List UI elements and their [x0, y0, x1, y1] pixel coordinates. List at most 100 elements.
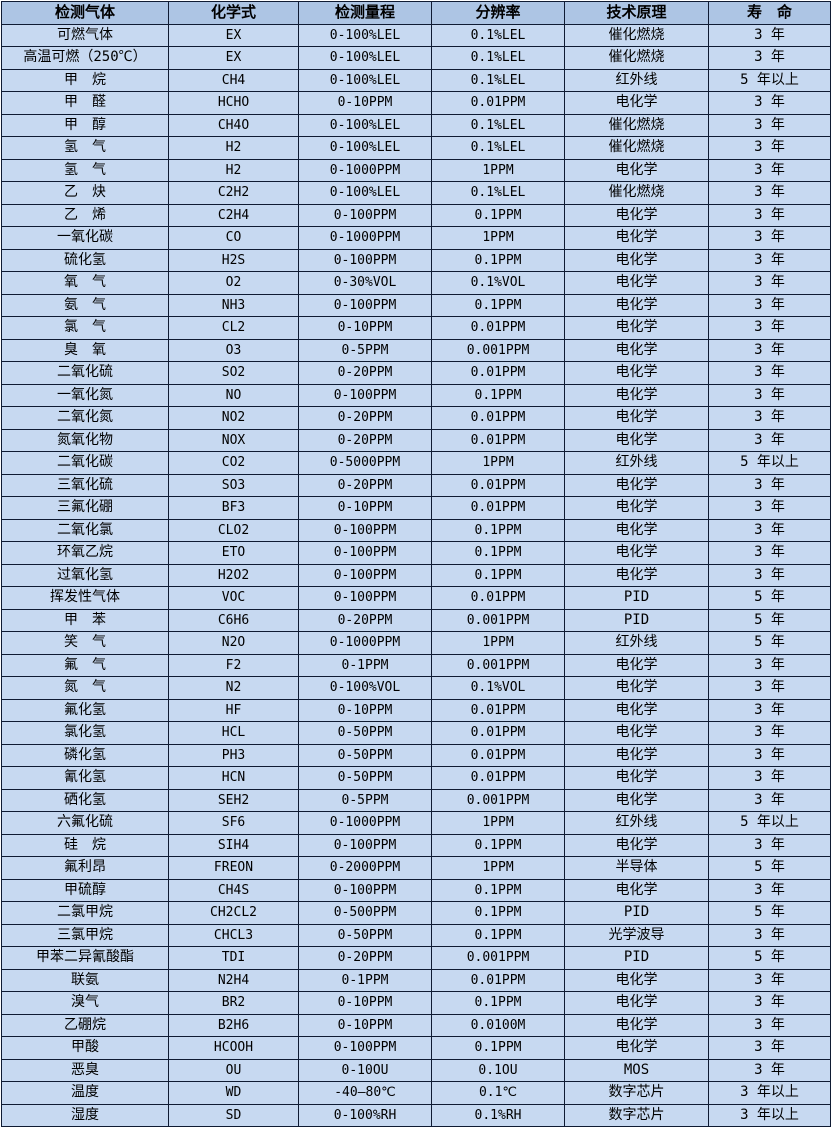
- table-row: 一氧化氮 NO 0-100PPM 0.1PPM 电化学 3 年: [1, 383, 831, 407]
- cell-lifespan: 5 年: [708, 856, 831, 880]
- cell-chemical-formula: HCL: [168, 721, 299, 745]
- cell-resolution: 0.1%LEL: [431, 68, 565, 92]
- cell-lifespan: 3 年: [708, 721, 831, 745]
- cell-gas-name: 甲 醇: [1, 113, 169, 137]
- cell-resolution: 1PPM: [431, 451, 565, 475]
- cell-technology-principle: 电化学: [564, 91, 709, 115]
- cell-technology-principle: PID: [564, 608, 709, 632]
- cell-technology-principle: 电化学: [564, 676, 709, 700]
- cell-gas-name: 氯 气: [1, 316, 169, 340]
- cell-technology-principle: 电化学: [564, 428, 709, 452]
- cell-technology-principle: 光学波导: [564, 923, 709, 947]
- cell-detection-range: 0-100%LEL: [298, 23, 432, 47]
- cell-chemical-formula: H2: [168, 158, 299, 182]
- cell-detection-range: 0-10PPM: [298, 316, 432, 340]
- cell-chemical-formula: PH3: [168, 743, 299, 767]
- cell-technology-principle: 数字芯片: [564, 1081, 709, 1105]
- cell-chemical-formula: CLO2: [168, 518, 299, 542]
- cell-resolution: 0.1PPM: [431, 203, 565, 227]
- cell-lifespan: 3 年: [708, 361, 831, 385]
- cell-chemical-formula: NH3: [168, 293, 299, 317]
- cell-detection-range: 0-100PPM: [298, 878, 432, 902]
- cell-chemical-formula: H2: [168, 136, 299, 160]
- cell-gas-name: 甲硫醇: [1, 878, 169, 902]
- cell-technology-principle: 电化学: [564, 991, 709, 1015]
- cell-gas-name: 甲酸: [1, 1036, 169, 1060]
- cell-gas-name: 硅 烷: [1, 833, 169, 857]
- cell-resolution: 0.01PPM: [431, 496, 565, 520]
- cell-chemical-formula: EX: [168, 23, 299, 47]
- cell-lifespan: 3 年: [708, 203, 831, 227]
- cell-technology-principle: 电化学: [564, 293, 709, 317]
- cell-gas-name: 氢 气: [1, 136, 169, 160]
- cell-technology-principle: 电化学: [564, 316, 709, 340]
- cell-resolution: 0.001PPM: [431, 946, 565, 970]
- table-row: 二氧化氯 CLO2 0-100PPM 0.1PPM 电化学 3 年: [1, 518, 831, 542]
- cell-chemical-formula: NO2: [168, 406, 299, 430]
- cell-chemical-formula: SO2: [168, 361, 299, 385]
- cell-detection-range: 0-20PPM: [298, 406, 432, 430]
- table-row: 二氧化氮 NO2 0-20PPM 0.01PPM 电化学 3 年: [1, 406, 831, 430]
- cell-detection-range: 0-100%LEL: [298, 113, 432, 137]
- cell-detection-range: 0-50PPM: [298, 766, 432, 790]
- cell-detection-range: 0-1PPM: [298, 653, 432, 677]
- table-row: 甲 醇 CH4O 0-100%LEL 0.1%LEL 催化燃烧 3 年: [1, 113, 831, 137]
- cell-resolution: 0.001PPM: [431, 653, 565, 677]
- cell-chemical-formula: ETO: [168, 541, 299, 565]
- table-row: 高温可燃（250℃） EX 0-100%LEL 0.1%LEL 催化燃烧 3 年: [1, 46, 831, 70]
- cell-chemical-formula: B2H6: [168, 1013, 299, 1037]
- cell-chemical-formula: HCHO: [168, 91, 299, 115]
- cell-technology-principle: PID: [564, 946, 709, 970]
- cell-technology-principle: 电化学: [564, 338, 709, 362]
- cell-gas-name: 硒化氢: [1, 788, 169, 812]
- cell-chemical-formula: BF3: [168, 496, 299, 520]
- cell-lifespan: 5 年以上: [708, 451, 831, 475]
- cell-technology-principle: 电化学: [564, 158, 709, 182]
- cell-resolution: 0.1%VOL: [431, 676, 565, 700]
- table-row: 甲硫醇 CH4S 0-100PPM 0.1PPM 电化学 3 年: [1, 878, 831, 902]
- cell-lifespan: 3 年: [708, 293, 831, 317]
- cell-chemical-formula: FREON: [168, 856, 299, 880]
- cell-resolution: 0.01PPM: [431, 406, 565, 430]
- cell-resolution: 0.01PPM: [431, 316, 565, 340]
- cell-technology-principle: 电化学: [564, 721, 709, 745]
- cell-chemical-formula: CH4O: [168, 113, 299, 137]
- table-header: 检测气体 化学式 检测量程 分辨率 技术原理 寿 命: [1, 1, 831, 25]
- cell-lifespan: 3 年以上: [708, 1081, 831, 1105]
- table-row: 二氧化碳 CO2 0-5000PPM 1PPM 红外线 5 年以上: [1, 451, 831, 475]
- cell-resolution: 0.1PPM: [431, 563, 565, 587]
- cell-resolution: 0.1PPM: [431, 293, 565, 317]
- cell-technology-principle: 红外线: [564, 631, 709, 655]
- cell-detection-range: 0-50PPM: [298, 721, 432, 745]
- cell-gas-name: 甲苯二异氰酸酯: [1, 946, 169, 970]
- cell-gas-name: 恶臭: [1, 1058, 169, 1082]
- cell-gas-name: 臭 氧: [1, 338, 169, 362]
- cell-resolution: 0.1PPM: [431, 833, 565, 857]
- cell-detection-range: 0-5000PPM: [298, 451, 432, 475]
- cell-technology-principle: 电化学: [564, 743, 709, 767]
- cell-detection-range: 0-20PPM: [298, 361, 432, 385]
- cell-lifespan: 3 年: [708, 698, 831, 722]
- cell-gas-name: 氟化氢: [1, 698, 169, 722]
- table-row: 臭 氧 O3 0-5PPM 0.001PPM 电化学 3 年: [1, 338, 831, 362]
- cell-detection-range: -40—80℃: [298, 1081, 432, 1105]
- cell-lifespan: 3 年: [708, 226, 831, 250]
- cell-detection-range: 0-100PPM: [298, 518, 432, 542]
- cell-chemical-formula: SF6: [168, 811, 299, 835]
- cell-resolution: 0.001PPM: [431, 338, 565, 362]
- cell-technology-principle: 电化学: [564, 833, 709, 857]
- cell-detection-range: 0-20PPM: [298, 608, 432, 632]
- table-row: 温度 WD -40—80℃ 0.1℃ 数字芯片 3 年以上: [1, 1081, 831, 1105]
- cell-technology-principle: 红外线: [564, 68, 709, 92]
- cell-gas-name: 甲 烷: [1, 68, 169, 92]
- cell-chemical-formula: CO2: [168, 451, 299, 475]
- cell-resolution: 0.1PPM: [431, 518, 565, 542]
- cell-chemical-formula: SIH4: [168, 833, 299, 857]
- cell-technology-principle: PID: [564, 901, 709, 925]
- cell-gas-name: 乙硼烷: [1, 1013, 169, 1037]
- cell-gas-name: 氧 气: [1, 271, 169, 295]
- cell-chemical-formula: SD: [168, 1103, 299, 1127]
- cell-technology-principle: 红外线: [564, 451, 709, 475]
- cell-detection-range: 0-10PPM: [298, 91, 432, 115]
- cell-lifespan: 3 年: [708, 878, 831, 902]
